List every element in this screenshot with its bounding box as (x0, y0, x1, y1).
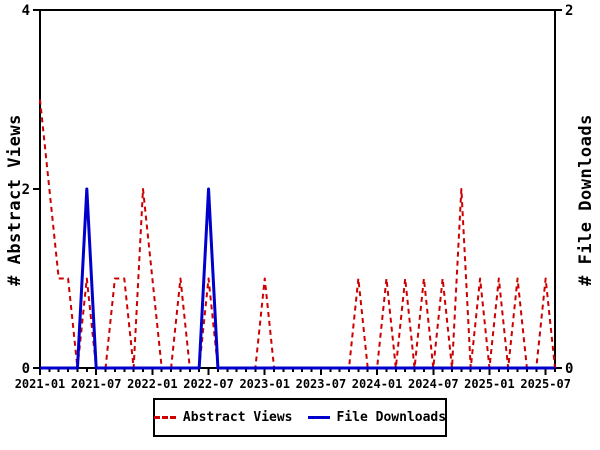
svg-text:2023-01: 2023-01 (239, 377, 290, 391)
left-axis-title: # Abstract Views (5, 114, 25, 286)
svg-text:0: 0 (565, 361, 573, 377)
svg-text:2023-07: 2023-07 (296, 377, 347, 391)
file-downloads-line (40, 187, 555, 370)
legend-label-abstract-views: Abstract Views (182, 410, 293, 425)
svg-text:2021-07: 2021-07 (71, 377, 122, 391)
svg-text:2024-07: 2024-07 (408, 377, 459, 391)
svg-text:4: 4 (22, 3, 30, 19)
y-ticks-right (555, 9, 562, 369)
legend: Abstract Views File Downloads (153, 398, 447, 437)
abstract-views-line-sample (153, 416, 176, 419)
svg-text:2024-01: 2024-01 (352, 377, 403, 391)
file-downloads-line-sample (307, 416, 330, 419)
right-axis-title: # File Downloads (576, 114, 596, 286)
svg-text:2: 2 (22, 182, 30, 198)
svg-text:2021-01: 2021-01 (15, 377, 66, 391)
svg-text:0: 0 (22, 361, 30, 377)
x-tick-labels: 2021-01 2021-07 2022-01 2022-07 2023-01 2023-… (15, 377, 571, 391)
plot-frame (39, 9, 556, 369)
svg-text:2: 2 (565, 3, 573, 19)
svg-text:2022-07: 2022-07 (183, 377, 234, 391)
y-tick-labels-right: 02 (565, 3, 573, 377)
y-ticks-left (33, 9, 40, 369)
svg-text:2025-07: 2025-07 (520, 377, 571, 391)
legend-label-file-downloads: File Downloads (336, 410, 447, 425)
svg-text:2022-01: 2022-01 (127, 377, 178, 391)
abstract-views-line (39, 99, 556, 369)
svg-text:2025-01: 2025-01 (464, 377, 515, 391)
y-tick-labels-left: 0 2 4 (22, 3, 30, 377)
